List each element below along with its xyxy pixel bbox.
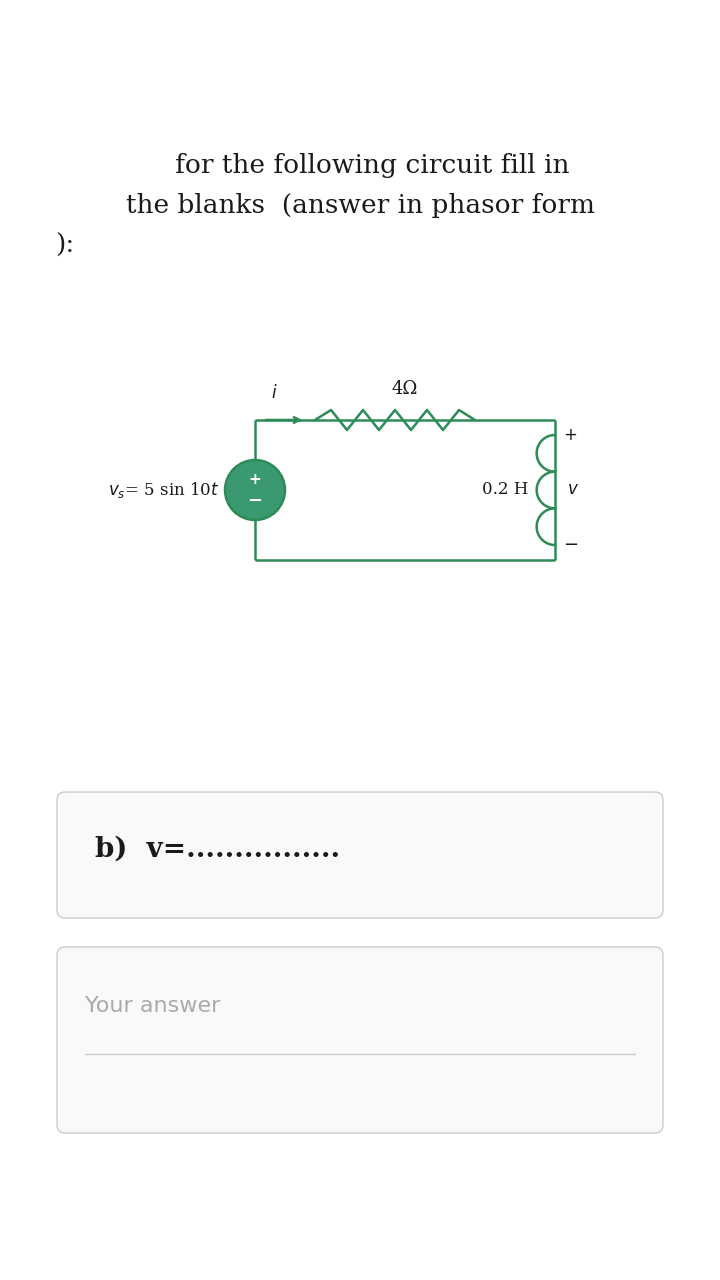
Text: −: − [248,493,263,511]
Text: 0.2 H: 0.2 H [482,481,528,498]
Text: for the following circuit fill in: for the following circuit fill in [150,152,570,178]
FancyBboxPatch shape [57,792,663,918]
Text: +: + [563,426,577,444]
Text: ):: ): [55,233,74,257]
Text: $v$: $v$ [567,481,579,498]
Text: $i$: $i$ [271,384,277,402]
FancyBboxPatch shape [57,947,663,1133]
Circle shape [225,460,285,520]
Text: 4Ω: 4Ω [392,380,418,398]
Text: $v_s$= 5 sin 10$t$: $v_s$= 5 sin 10$t$ [109,480,220,500]
Text: b)  v=................: b) v=................ [95,836,340,863]
Text: Your answer: Your answer [85,996,220,1016]
Text: −: − [563,536,578,554]
Text: +: + [248,472,261,486]
Text: the blanks  (answer in phasor form: the blanks (answer in phasor form [125,192,595,218]
